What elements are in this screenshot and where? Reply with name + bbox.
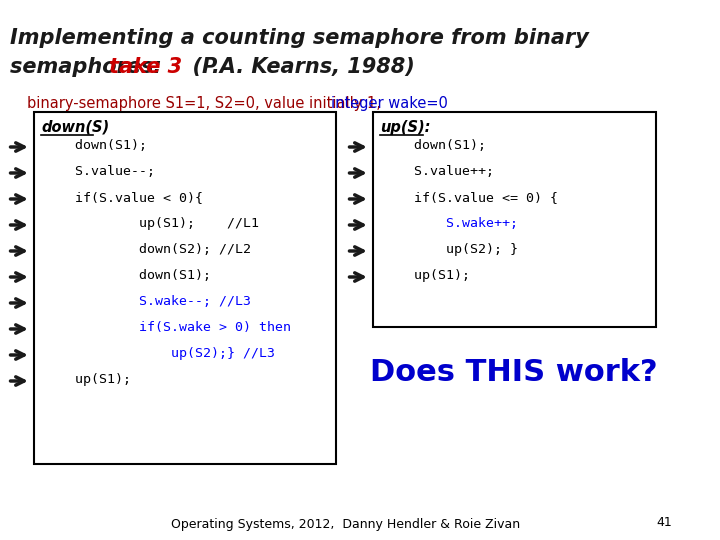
Text: down(S1);: down(S1); (43, 139, 147, 152)
Text: up(S):: up(S): (380, 120, 431, 135)
Text: if(S.wake > 0) then: if(S.wake > 0) then (43, 321, 291, 334)
Text: down(S): down(S) (41, 120, 109, 135)
Text: 41: 41 (657, 516, 672, 529)
Text: down(S1);: down(S1); (382, 139, 486, 152)
Text: up(S2); }: up(S2); } (382, 243, 518, 256)
Text: up(S1);: up(S1); (43, 373, 131, 386)
Text: up(S1);: up(S1); (382, 269, 470, 282)
Text: down(S2); //L2: down(S2); //L2 (43, 243, 251, 256)
Text: binary-semaphore S1=1, S2=0, value initially 1,: binary-semaphore S1=1, S2=0, value initi… (27, 96, 385, 111)
Text: take 3: take 3 (109, 57, 183, 77)
Text: if(S.value <= 0) {: if(S.value <= 0) { (382, 191, 558, 204)
Text: S.wake++;: S.wake++; (382, 217, 518, 230)
FancyBboxPatch shape (34, 112, 336, 464)
Text: up(S1);    //L1: up(S1); //L1 (43, 217, 259, 230)
Text: Implementing a counting semaphore from binary: Implementing a counting semaphore from b… (9, 28, 588, 48)
FancyBboxPatch shape (372, 112, 656, 327)
Text: S.value++;: S.value++; (382, 165, 494, 178)
Text: S.value--;: S.value--; (43, 165, 156, 178)
Text: if(S.value < 0){: if(S.value < 0){ (43, 191, 203, 204)
Text: Operating Systems, 2012,  Danny Hendler & Roie Zivan: Operating Systems, 2012, Danny Hendler &… (171, 518, 521, 531)
Text: semaphores:: semaphores: (9, 57, 168, 77)
Text: S.wake--; //L3: S.wake--; //L3 (43, 295, 251, 308)
Text: (P.A. Kearns, 1988): (P.A. Kearns, 1988) (178, 57, 415, 77)
Text: down(S1);: down(S1); (43, 269, 211, 282)
Text: up(S2);} //L3: up(S2);} //L3 (43, 347, 275, 360)
Text: integer wake=0: integer wake=0 (331, 96, 448, 111)
Text: Does THIS work?: Does THIS work? (370, 358, 658, 387)
